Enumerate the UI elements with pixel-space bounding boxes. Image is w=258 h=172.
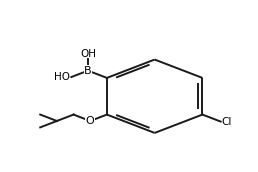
- Text: O: O: [86, 116, 95, 126]
- Text: OH: OH: [80, 49, 96, 59]
- Text: HO: HO: [54, 72, 70, 82]
- Text: Cl: Cl: [222, 117, 232, 127]
- Text: B: B: [84, 66, 92, 76]
